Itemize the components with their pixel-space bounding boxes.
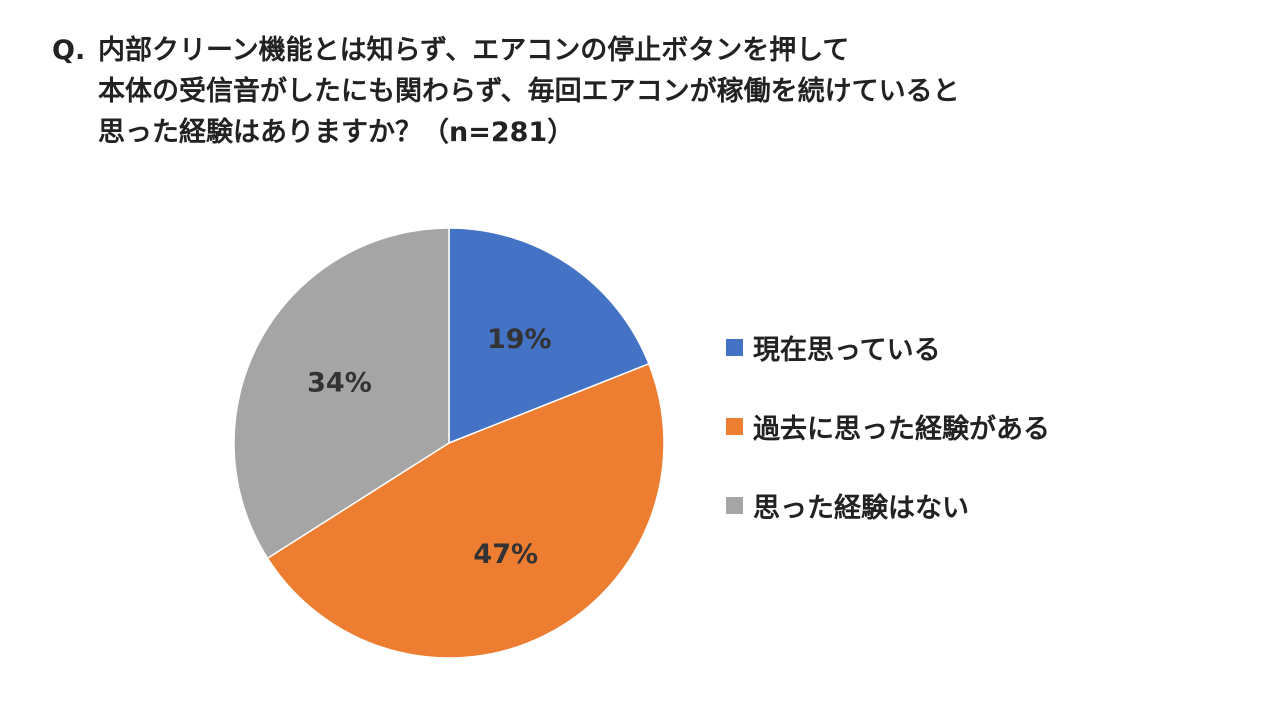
- title-line-1: 内部クリーン機能とは知らず、エアコンの停止ボタンを押して: [98, 35, 850, 66]
- title-line-2: 本体の受信音がしたにも関わらず、毎回エアコンが稼働を続けていると: [98, 76, 960, 107]
- legend-swatch: [726, 497, 743, 514]
- slice-data-label: 47%: [473, 539, 538, 570]
- legend-label: 思った経験はない: [753, 493, 969, 524]
- chart-legend: 現在思っている 過去に思った経験がある 思った経験はない: [726, 308, 1050, 545]
- legend-item: 現在思っている: [726, 308, 1050, 387]
- pie-slice: [448, 227, 650, 445]
- question-prefix: Q.: [52, 35, 86, 66]
- legend-swatch: [726, 339, 743, 356]
- pie-slice: [233, 227, 450, 560]
- pie-slice: [266, 362, 665, 659]
- legend-swatch: [726, 418, 743, 435]
- slice-data-label: 34%: [307, 367, 372, 398]
- legend-label: 過去に思った経験がある: [753, 414, 1050, 445]
- legend-label: 現在思っている: [753, 335, 941, 366]
- chart-title: Q. 内部クリーン機能とは知らず、エアコンの停止ボタンを押して 本体の受信音がした…: [52, 30, 1232, 153]
- title-line-3: 思った経験はありますか？（n=281）: [98, 117, 575, 148]
- legend-item: 思った経験はない: [726, 466, 1050, 545]
- slice-data-label: 19%: [487, 324, 552, 355]
- legend-item: 過去に思った経験がある: [726, 387, 1050, 466]
